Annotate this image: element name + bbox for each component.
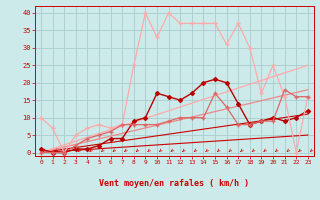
X-axis label: Vent moyen/en rafales ( km/h ): Vent moyen/en rafales ( km/h ) <box>100 179 249 188</box>
